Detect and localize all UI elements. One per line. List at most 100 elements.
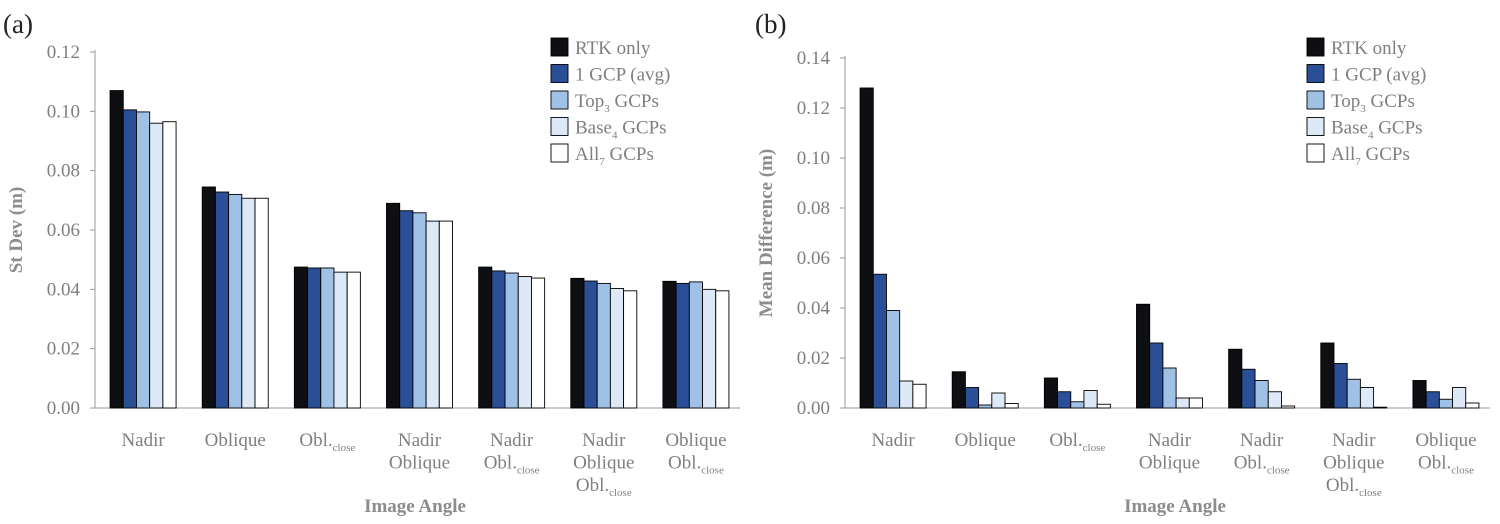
y-tick-label: 0.12 (47, 42, 80, 63)
bar-top3-gcps-3 (320, 267, 335, 409)
x-axis-label: Image Angle (1124, 496, 1226, 517)
y-tick-label: 0.02 (47, 339, 80, 360)
panel-label: (b) (755, 9, 786, 39)
bar-all7-gcps-2 (1004, 403, 1019, 409)
legend-swatch (1306, 90, 1325, 110)
bar-top3-gcps-2 (978, 404, 993, 409)
x-tick-label: Oblique (389, 453, 450, 474)
bar-all7-gcps-5 (1280, 405, 1296, 409)
x-tick-label: Obl.close (1234, 453, 1290, 477)
y-tick-label: 0.08 (797, 198, 830, 219)
bar-rtk-only-4 (386, 202, 401, 409)
bar-top3-gcps-1 (136, 111, 151, 409)
bar-all7-gcps-3 (346, 271, 361, 409)
bar-1-gcp-avg-5 (491, 270, 506, 409)
x-tick-label: Oblique (1415, 430, 1476, 451)
bar-top3-gcps-6 (1346, 378, 1361, 409)
bar-base4-gcps-7 (1452, 387, 1467, 409)
bar-1-gcp-avg-7 (675, 282, 690, 409)
bar-top3-gcps-5 (504, 272, 519, 409)
chart-panel-b: (b) 0.00 0.02 0.04 0.06 0.08 0.10 0.12 0.14 Mean … (755, 9, 1490, 517)
y-tick-label: 0.04 (797, 298, 831, 319)
bar-rtk-only-6 (1320, 342, 1335, 409)
bar-1-gcp-avg-1 (122, 109, 137, 409)
bar-rtk-only-2 (201, 186, 216, 409)
legend-swatch (550, 90, 569, 110)
bar-1-gcp-avg-3 (307, 267, 322, 409)
bar-top3-gcps-7 (688, 281, 703, 409)
bar-base4-gcps-7 (702, 288, 717, 409)
bar-all7-gcps-6 (623, 290, 638, 409)
bar-rtk-only-3 (1043, 377, 1059, 409)
x-tick-label: Obl.close (668, 453, 724, 477)
bar-base4-gcps-4 (425, 220, 440, 409)
bar-top3-gcps-6 (596, 282, 611, 409)
bar-all7-gcps-7 (715, 290, 730, 409)
bar-rtk-only-4 (1136, 303, 1151, 409)
legend-entry: 1 GCP (avg) (575, 65, 670, 86)
bar-top3-gcps-1 (886, 310, 901, 409)
bar-all7-gcps-1 (912, 383, 927, 409)
x-tick-label: Oblique (205, 430, 266, 451)
x-tick-label: Oblique (1139, 453, 1200, 474)
x-tick-label: Obl.close (484, 453, 540, 477)
legend-swatch (1306, 143, 1325, 163)
bar-all7-gcps-1 (162, 121, 177, 409)
y-tick-label: 0.02 (797, 348, 830, 369)
y-tick-label: 0.10 (47, 101, 80, 122)
y-tick-label: 0.12 (797, 98, 830, 119)
y-tick-label: 0.00 (47, 398, 80, 419)
bar-top3-gcps-5 (1254, 380, 1269, 409)
bar-all7-gcps-5 (530, 277, 546, 409)
bar-1-gcp-avg-2 (964, 387, 980, 409)
legend-entry: 1 GCP (avg) (1331, 65, 1426, 86)
bar-top3-gcps-2 (228, 193, 243, 409)
legend-entry: Top3 GCPs (575, 91, 659, 115)
bar-rtk-only-7 (1412, 380, 1427, 409)
bar-all7-gcps-4 (1188, 397, 1203, 409)
bar-rtk-only-5 (1228, 348, 1243, 409)
bar-base4-gcps-3 (333, 271, 348, 409)
legend-entry: RTK only (1331, 38, 1407, 59)
legend: RTK only 1 GCP (avg) Top3 GCPs Base4 GCPsAl… (550, 37, 670, 168)
y-tick-label: 0.06 (797, 248, 830, 269)
bar-top3-gcps-4 (412, 212, 427, 409)
y-tick-label: 0.10 (797, 148, 830, 169)
bar-all7-gcps-3 (1096, 403, 1111, 409)
bar-1-gcp-avg-6 (583, 280, 598, 409)
x-axis-label: Image Angle (364, 496, 466, 517)
legend-entry: Base4 GCPs (1331, 118, 1423, 142)
x-tick-label: Nadir (871, 430, 915, 451)
chart-panel-a: (a) 0.00 0.02 0.04 0.06 0.08 0.10 0.12 St Dev (m… (3, 9, 740, 517)
x-tick-label: Nadir (1148, 430, 1192, 451)
bar-1-gcp-avg-3 (1057, 391, 1072, 409)
x-tick-label: Oblique (955, 430, 1016, 451)
x-tick-label: Nadir (1332, 430, 1376, 451)
bar-top3-gcps-3 (1070, 401, 1085, 409)
bar-all7-gcps-4 (438, 220, 453, 409)
bar-1-gcp-avg-4 (1149, 342, 1164, 409)
x-tick-label: Oblique (1323, 453, 1384, 474)
legend-entry: RTK only (575, 38, 651, 59)
bar-all7-gcps-6 (1373, 406, 1388, 409)
bar-rtk-only-6 (570, 277, 585, 409)
legend-swatch (550, 64, 569, 83)
x-tick-label: Oblique (665, 430, 726, 451)
legend-swatch (550, 143, 569, 163)
bar-rtk-only-1 (859, 87, 874, 409)
bar-1-gcp-avg-5 (1241, 368, 1256, 409)
bar-base4-gcps-1 (899, 380, 914, 409)
legend-swatch (1306, 117, 1325, 136)
legend-entry: All7 GCPs (575, 144, 654, 168)
bar-base4-gcps-1 (149, 122, 164, 409)
bar-base4-gcps-3 (1083, 390, 1098, 409)
bar-rtk-only-7 (662, 280, 677, 409)
bar-rtk-only-2 (951, 371, 966, 409)
legend-entry: All7 GCPs (1331, 144, 1410, 168)
x-tick-label: Obl.close (1418, 453, 1474, 477)
bar-base4-gcps-5 (1267, 391, 1282, 409)
x-tick-label: Obl.close (1049, 430, 1105, 454)
bar-base4-gcps-2 (991, 392, 1006, 409)
bar-top3-gcps-4 (1162, 367, 1177, 409)
bar-rtk-only-1 (109, 90, 124, 409)
